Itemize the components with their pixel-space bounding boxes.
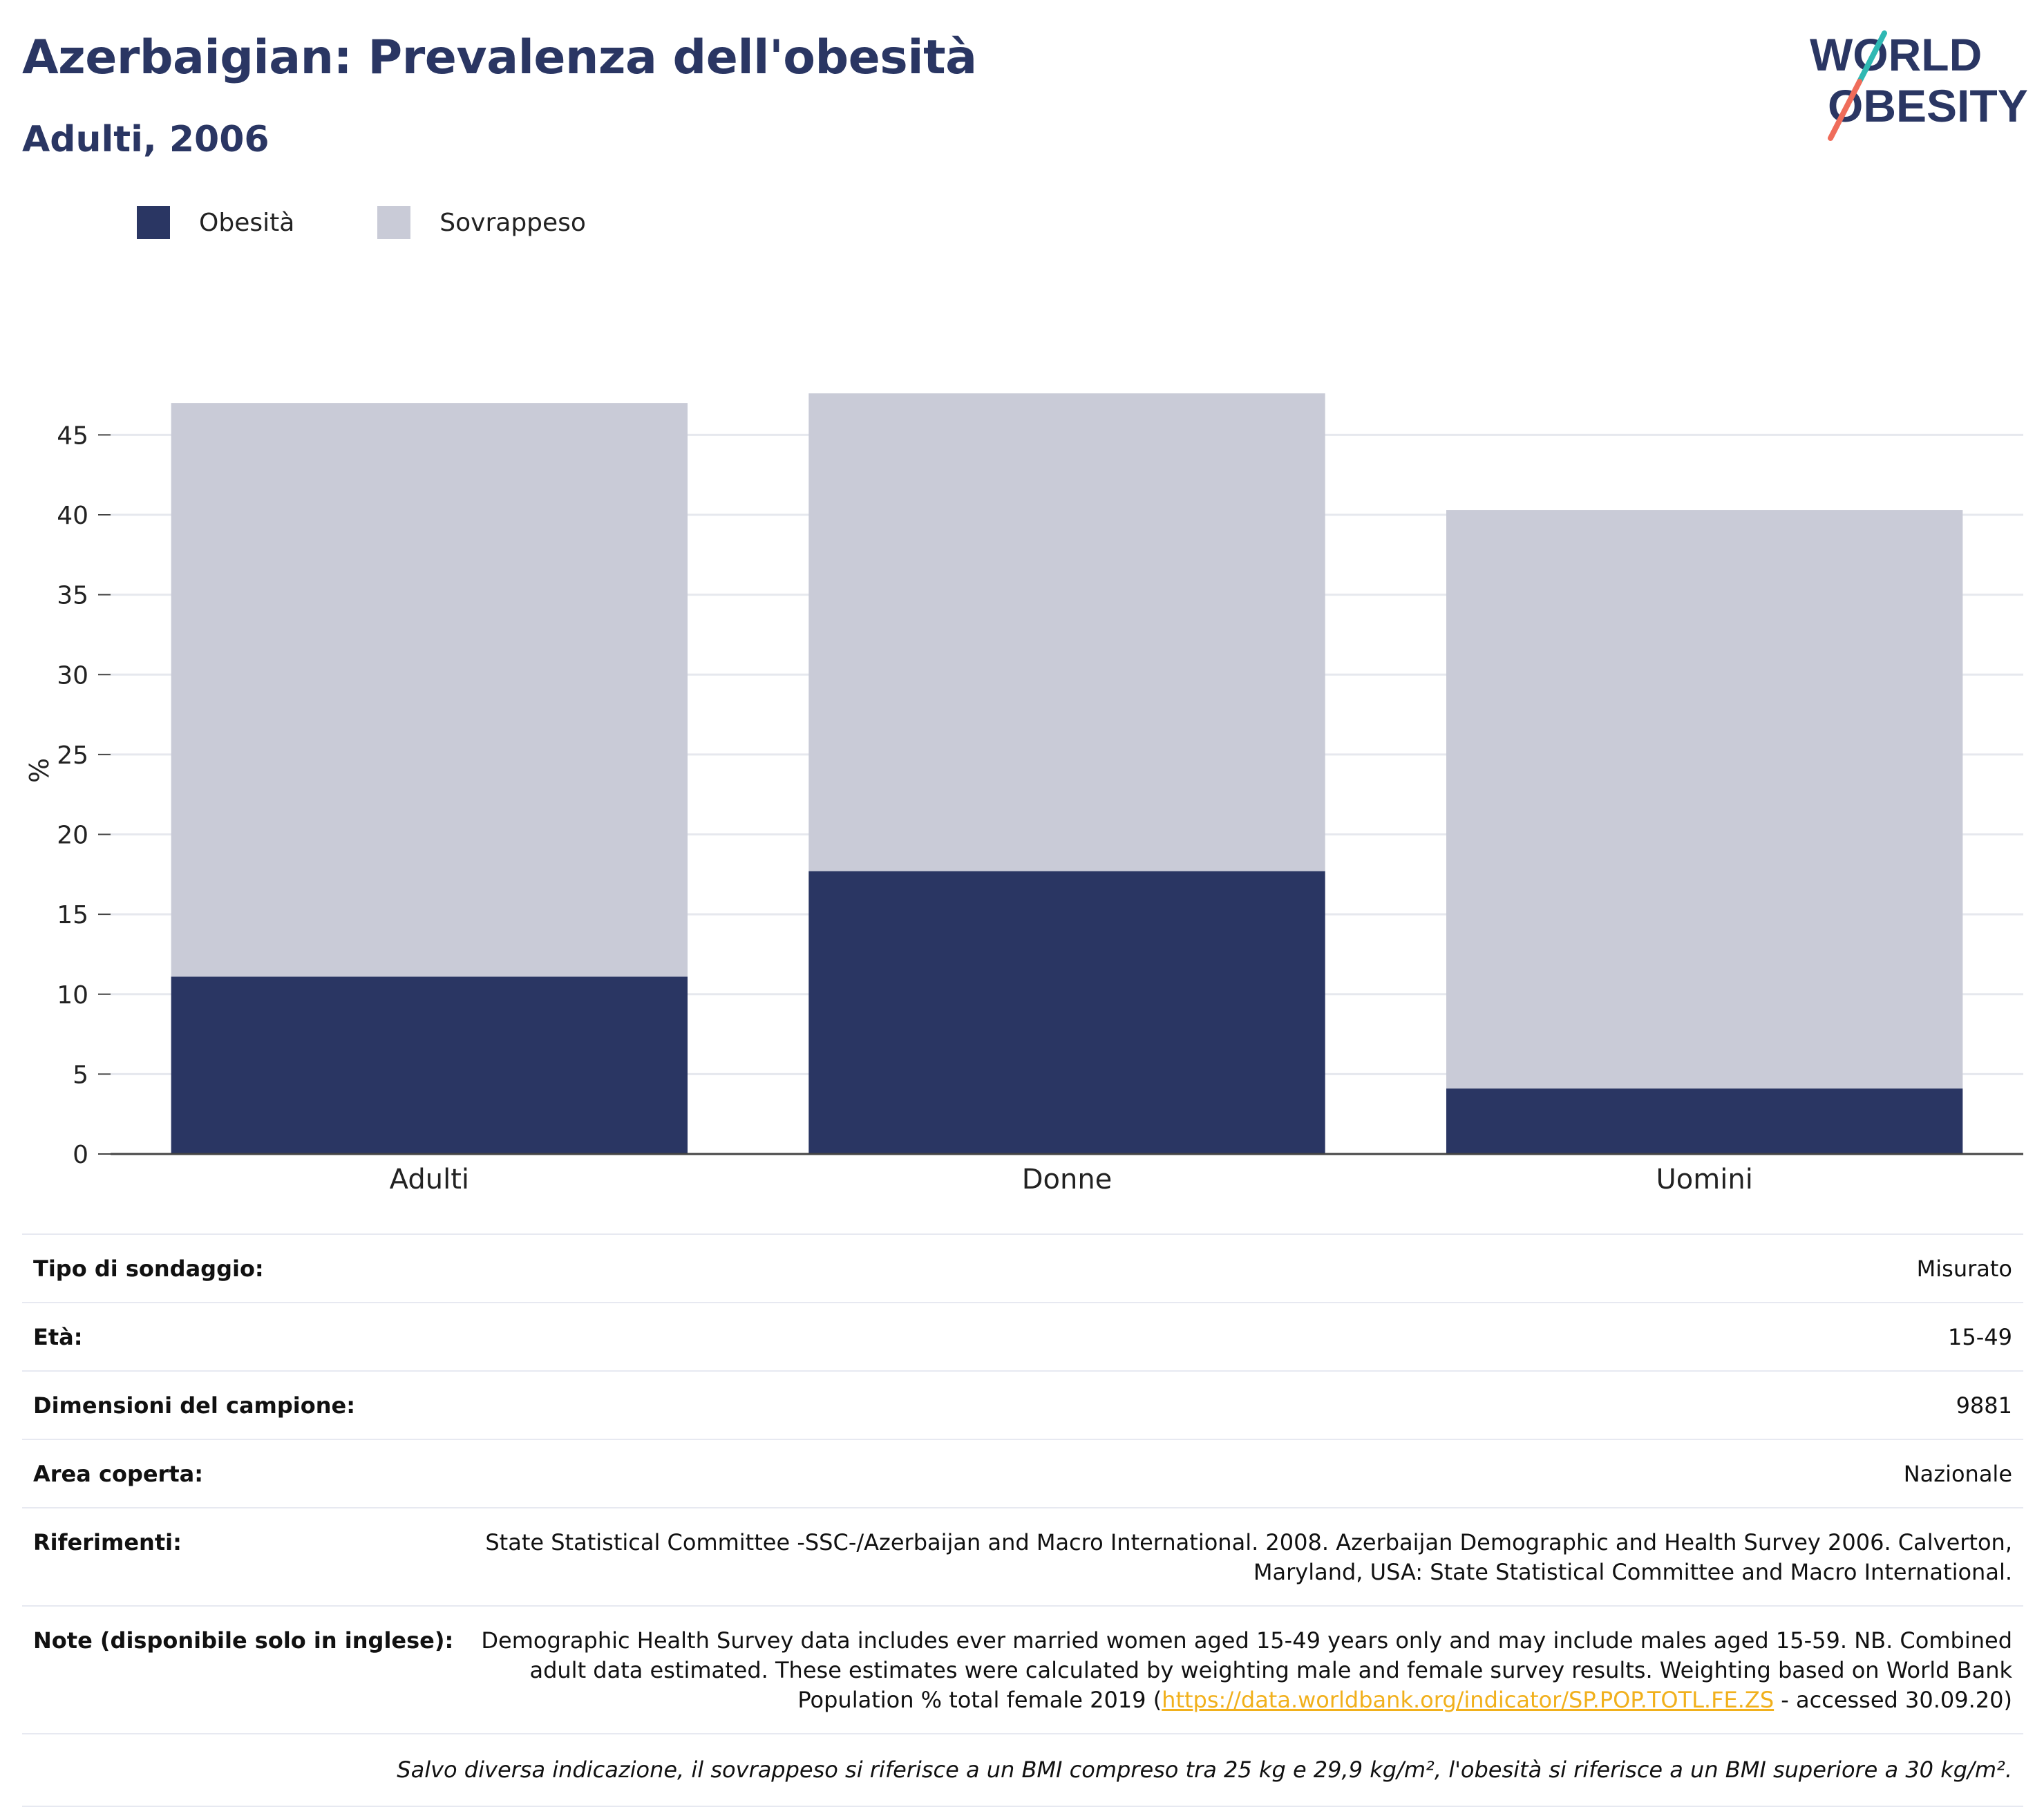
y-tick-label: 0 (73, 1141, 88, 1169)
bar-adulti-obesity (171, 976, 688, 1154)
legend-swatch-overweight (377, 206, 411, 239)
info-row-age: Età: 15-49 (22, 1302, 2023, 1370)
legend-item-overweight[interactable]: Sovrappeso (377, 206, 586, 239)
info-label: Note (disponibile solo in inglese): (33, 1627, 454, 1654)
info-row-survey-type: Tipo di sondaggio: Misurato (22, 1233, 2023, 1302)
survey-info-table: Tipo di sondaggio: Misurato Età: 15-49 D… (22, 1233, 2023, 1807)
x-tick-label: Adulti (390, 1164, 469, 1195)
bar-donne-obesity (808, 871, 1325, 1154)
y-tick-label: 20 (57, 822, 88, 850)
legend-item-obesity[interactable]: Obesità (137, 206, 294, 239)
worldbank-link[interactable]: https://data.worldbank.org/indicator/SP.… (1162, 1687, 1775, 1713)
info-value: 15-49 (1948, 1324, 2012, 1350)
y-tick-label: 10 (57, 981, 88, 1010)
y-tick-label: 5 (73, 1061, 88, 1089)
page-title: Azerbaigian: Prevalenza dell'obesità (22, 30, 977, 85)
stacked-bar-chart: 0 5 10 15 20 25 30 35 40 45% Adulti Donne Uomini (24, 393, 2023, 1195)
world-obesity-logo: WORLD OBESITY (1810, 29, 2028, 141)
info-row-sample-size: Dimensioni del campione: 9881 (22, 1370, 2023, 1439)
legend-label-obesity: Obesità (199, 208, 295, 237)
logo-line1: WORLD (1810, 29, 1982, 80)
legend-swatch-obesity (137, 206, 170, 239)
y-tick-label: 25 (57, 741, 88, 770)
chart-legend: Obesità Sovrappeso (137, 206, 669, 239)
info-row-references: Riferimenti: State Statistical Committee… (22, 1507, 2023, 1605)
info-label: Riferimenti: (33, 1529, 182, 1555)
y-tick-label: 45 (57, 422, 88, 450)
bar-uomini-obesity (1446, 1088, 1963, 1154)
info-row-notes: Note (disponibile solo in inglese): Demo… (22, 1605, 2023, 1733)
info-row-area: Area coperta: Nazionale (22, 1439, 2023, 1507)
page-subtitle: Adulti, 2006 (22, 119, 269, 160)
bar-adulti-overweight (171, 403, 688, 977)
info-label: Tipo di sondaggio: (33, 1256, 264, 1282)
info-value-notes: Demographic Health Survey data includes … (481, 1626, 2012, 1715)
info-value: Misurato (1916, 1256, 2012, 1282)
info-label: Dimensioni del campione: (33, 1392, 356, 1419)
info-label: Area coperta: (33, 1461, 204, 1487)
y-tick-label: 35 (57, 582, 88, 610)
notes-text-end: - accessed 30.09.20) (1774, 1687, 2012, 1713)
y-tick-label: 40 (57, 502, 88, 530)
info-value: State Statistical Committee -SSC-/Azerba… (485, 1529, 2012, 1585)
bmi-footnote: Salvo diversa indicazione, il sovrappeso… (22, 1733, 2023, 1807)
legend-label-overweight: Sovrappeso (439, 208, 586, 237)
x-tick-label: Donne (1022, 1164, 1113, 1195)
y-tick-label: 15 (57, 901, 88, 929)
y-tick-label: 30 (57, 661, 88, 690)
info-value: 9881 (1956, 1392, 2012, 1419)
notes-text: Demographic Health Survey data includes … (481, 1627, 2012, 1713)
info-value: Nazionale (1903, 1461, 2012, 1487)
bar-uomini-overweight (1446, 510, 1963, 1089)
x-tick-label: Uomini (1656, 1164, 1753, 1195)
info-label: Età: (33, 1324, 83, 1350)
logo-line2: OBESITY (1828, 80, 2028, 131)
y-axis-label: % (24, 758, 55, 783)
bar-donne-overweight (808, 393, 1325, 871)
